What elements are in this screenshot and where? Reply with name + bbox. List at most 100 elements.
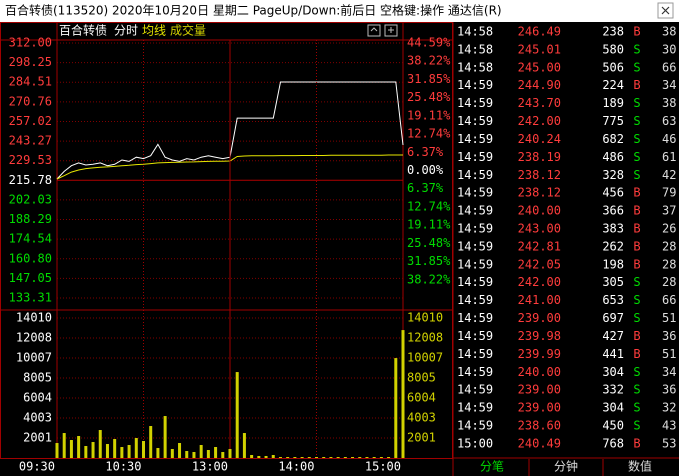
y-tick-label: 284.51 — [9, 75, 52, 89]
trade-price: 239.00 — [518, 383, 561, 397]
tab[interactable]: 分笔 — [480, 459, 504, 474]
trade-volume: 653 — [602, 293, 624, 307]
trade-time: 14:59 — [457, 383, 493, 397]
volume-bar — [62, 433, 66, 458]
trade-volume: 366 — [602, 204, 624, 218]
trade-count: 51 — [662, 347, 676, 361]
trade-price: 242.00 — [518, 275, 561, 289]
volume-bar — [149, 426, 153, 458]
trade-side: B — [633, 329, 640, 343]
volume-bar — [379, 457, 383, 458]
volume-bar — [134, 438, 138, 458]
y2-tick-label: 31.85% — [407, 254, 451, 268]
close-button[interactable] — [657, 2, 674, 19]
trade-count: 34 — [662, 78, 676, 92]
tab[interactable]: 数值 — [628, 459, 652, 474]
trade-side: S — [633, 383, 640, 397]
title-bar — [0, 0, 679, 22]
trade-count: 46 — [662, 132, 676, 146]
x-tick-label: 10:30 — [105, 460, 141, 474]
volume-bar — [192, 452, 196, 458]
window-title: 百合转债(113520) 2020年10月20日 星期二 PageUp/Down… — [5, 3, 502, 18]
trade-price: 246.49 — [518, 25, 561, 39]
x-tick-label: 13:00 — [192, 460, 228, 474]
trade-volume: 450 — [602, 419, 624, 433]
volume-bar — [351, 457, 355, 458]
trade-price: 240.49 — [518, 436, 561, 450]
trade-price: 238.60 — [518, 419, 561, 433]
trade-volume: 332 — [602, 383, 624, 397]
trade-time: 14:59 — [457, 204, 493, 218]
volume-bar — [343, 457, 347, 458]
trade-count: 53 — [662, 436, 676, 450]
y-tick-label: 2001 — [23, 431, 52, 445]
trade-price: 245.00 — [518, 60, 561, 74]
toolbar-icon[interactable] — [384, 24, 398, 37]
trade-time: 15:00 — [457, 436, 493, 450]
trade-side: S — [633, 311, 640, 325]
trade-time: 14:58 — [457, 42, 493, 56]
trade-price: 243.00 — [518, 222, 561, 236]
trade-price: 238.12 — [518, 168, 561, 182]
volume-bar — [293, 457, 297, 458]
trade-side: S — [633, 419, 640, 433]
trade-volume: 506 — [602, 60, 624, 74]
tab[interactable]: 分钟 — [554, 459, 578, 474]
trade-price: 242.81 — [518, 239, 561, 253]
volume-bar — [235, 372, 239, 458]
trade-count: 61 — [662, 150, 676, 164]
volume-bar — [257, 456, 261, 458]
trade-price: 239.00 — [518, 401, 561, 415]
trade-side: S — [633, 132, 640, 146]
y-tick-label: 8005 — [23, 371, 52, 385]
volume-bar — [55, 443, 59, 458]
trade-volume: 427 — [602, 329, 624, 343]
trade-time: 14:59 — [457, 257, 493, 271]
volume-bar — [214, 447, 218, 458]
trade-volume: 697 — [602, 311, 624, 325]
trade-count: 63 — [662, 114, 676, 128]
volume-bar — [365, 457, 369, 458]
volume-bar — [278, 457, 282, 458]
trade-price: 241.00 — [518, 293, 561, 307]
trade-price: 239.99 — [518, 347, 561, 361]
y2-tick-label: 12.74% — [407, 199, 451, 213]
volume-bar — [163, 416, 167, 458]
volume-bar — [113, 439, 117, 458]
y-tick-label: 229.53 — [9, 153, 52, 167]
trade-price: 245.01 — [518, 42, 561, 56]
trade-time: 14:59 — [457, 275, 493, 289]
trade-price: 242.00 — [518, 114, 561, 128]
trade-side: S — [633, 96, 640, 110]
y2-tick-label: 44.59% — [407, 36, 451, 50]
volume-bar — [142, 441, 145, 458]
trade-side: B — [633, 222, 640, 236]
y2-tick-label: 31.85% — [407, 72, 451, 86]
volume-bar — [300, 457, 304, 458]
volume-bar — [315, 457, 318, 458]
trade-price: 239.98 — [518, 329, 561, 343]
volume-bar — [221, 452, 225, 458]
trade-side: B — [633, 257, 640, 271]
trade-time: 14:59 — [457, 365, 493, 379]
trade-count: 34 — [662, 365, 676, 379]
toolbar-icon[interactable] — [367, 24, 381, 37]
trade-side: S — [633, 275, 640, 289]
trade-time: 14:59 — [457, 401, 493, 415]
trade-count: 36 — [662, 329, 676, 343]
y-tick-label: 160.80 — [9, 251, 52, 265]
volume-bar — [170, 449, 174, 458]
y-tick-label: 12008 — [16, 331, 52, 345]
trade-time: 14:59 — [457, 132, 493, 146]
trade-time: 14:59 — [457, 168, 493, 182]
trade-time: 14:59 — [457, 186, 493, 200]
trade-volume: 682 — [602, 132, 624, 146]
volume-bar — [264, 456, 268, 458]
trade-count: 28 — [662, 257, 676, 271]
trade-volume: 189 — [602, 96, 624, 110]
volume-title: 成交量 — [170, 23, 206, 38]
y-tick-label: 6004 — [23, 391, 52, 405]
volume-bar — [206, 450, 210, 458]
